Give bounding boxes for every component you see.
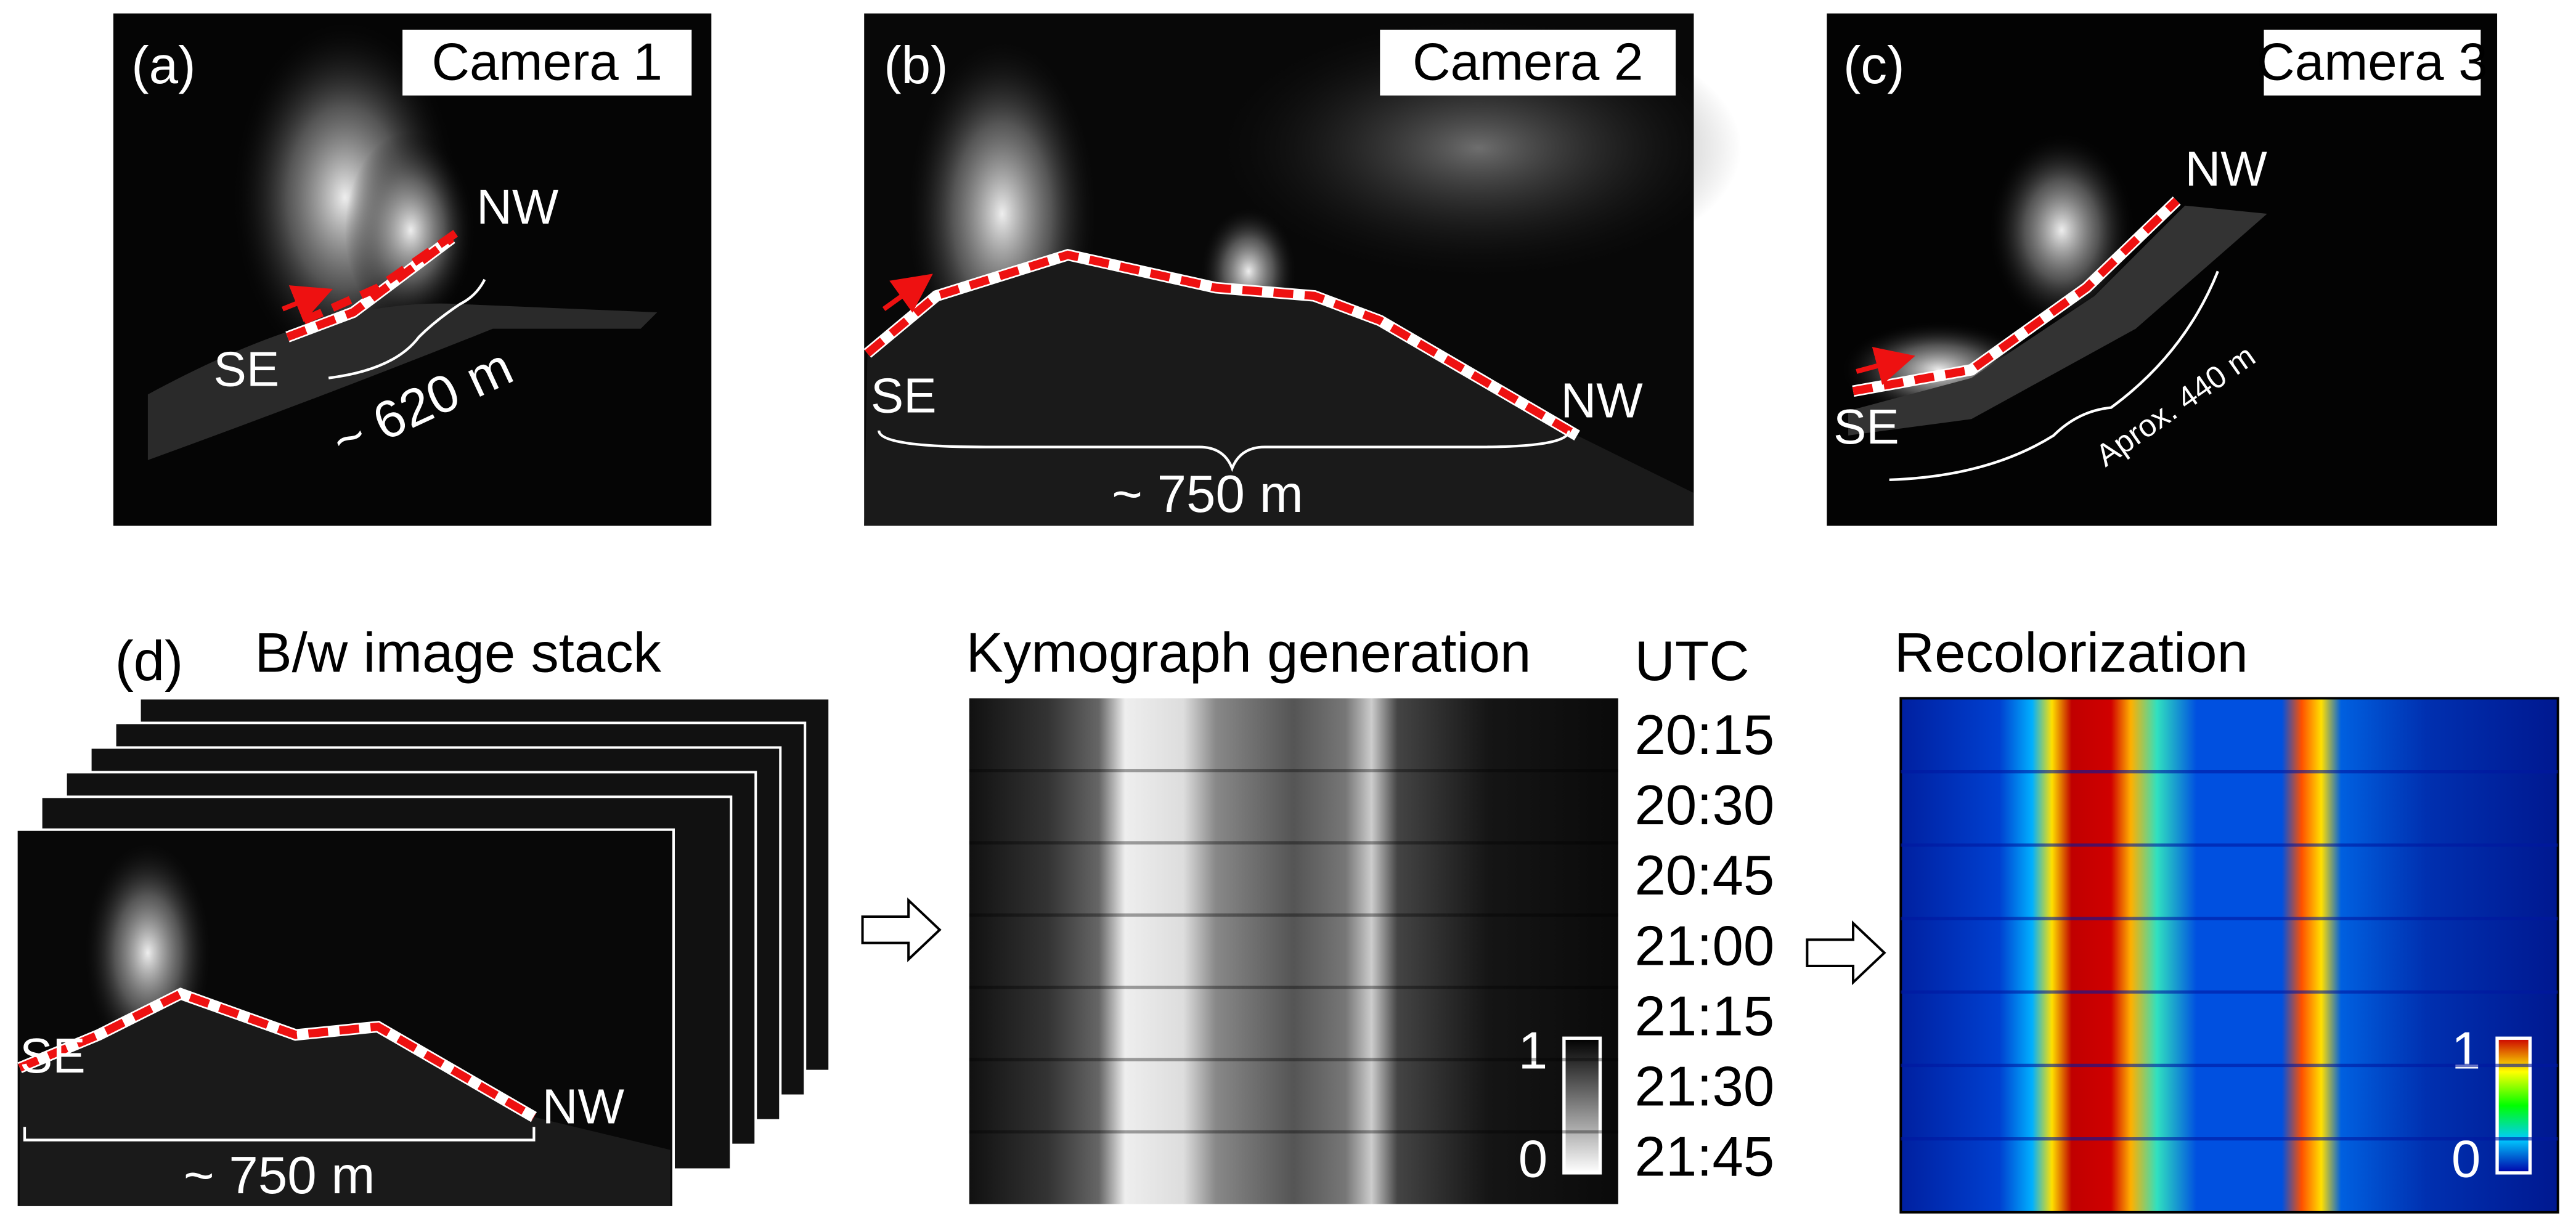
time-label: 20:30 bbox=[1634, 774, 1774, 837]
panel-c: (c) Camera 3 SE NW Aprox. 440 m bbox=[1827, 13, 2498, 526]
camera-label: Camera 1 bbox=[431, 33, 662, 92]
time-label: 21:00 bbox=[1634, 915, 1774, 977]
ridge bbox=[19, 994, 670, 1206]
time-label: 21:30 bbox=[1634, 1056, 1774, 1118]
flow-arrow bbox=[1806, 920, 1886, 986]
start-label: SE bbox=[214, 342, 280, 397]
ridge bbox=[147, 303, 658, 460]
start-label: SE bbox=[20, 1028, 86, 1083]
distance-label: ~ 750 m bbox=[1112, 465, 1303, 524]
time-label: 21:45 bbox=[1634, 1126, 1774, 1188]
kymograph-image bbox=[969, 698, 1618, 1204]
colorbar-max: 1 bbox=[1518, 1021, 1547, 1080]
kymograph: Kymograph generation UTC 1 0 20:15 20:30 2… bbox=[966, 622, 1774, 1204]
image-stack: (d) B/w image stack SE NW ~ 750 m bbox=[15, 622, 831, 1209]
brace bbox=[878, 430, 1570, 473]
end-label: NW bbox=[2185, 142, 2268, 197]
camera-box bbox=[402, 30, 692, 96]
colorbar bbox=[1562, 1036, 1602, 1175]
direction-arrow bbox=[282, 285, 333, 322]
direction-arrow bbox=[882, 274, 933, 313]
recolorization: Recolorization 1 0 bbox=[1894, 622, 2559, 1214]
time-label: 20:45 bbox=[1634, 845, 1774, 907]
camera-label: Camera 3 bbox=[2257, 33, 2488, 92]
end-label: NW bbox=[1561, 373, 1644, 428]
panel-label: (d) bbox=[115, 630, 184, 692]
panel-a: (a) Camera 1 SE NW ~ 620 m bbox=[113, 13, 712, 526]
camera-box bbox=[1380, 30, 1676, 96]
flow-arrow bbox=[861, 897, 942, 962]
panel-label: (c) bbox=[1843, 36, 1904, 95]
camera-box bbox=[2264, 30, 2481, 96]
start-label: SE bbox=[871, 368, 937, 423]
time-header: UTC bbox=[1634, 630, 1749, 692]
transect bbox=[286, 235, 455, 341]
distance-label: ~ 750 m bbox=[184, 1146, 375, 1205]
transect bbox=[865, 250, 1579, 439]
time-label: 20:15 bbox=[1634, 704, 1774, 766]
brace bbox=[328, 278, 486, 379]
transect bbox=[18, 989, 536, 1121]
colorbar-min: 0 bbox=[1518, 1130, 1547, 1188]
start-label: SE bbox=[1833, 399, 1899, 454]
direction-arrow bbox=[1856, 347, 1915, 385]
ridge bbox=[864, 254, 1694, 526]
panel-b: (b) Camera 2 SE NW ~ 750 m bbox=[863, 13, 1742, 526]
stack-title: B/w image stack bbox=[255, 622, 661, 684]
colorbar bbox=[2495, 1036, 2532, 1175]
recolor-image bbox=[1899, 697, 2559, 1214]
panel-label: (b) bbox=[884, 36, 948, 95]
kymograph-title: Kymograph generation bbox=[966, 622, 1531, 684]
end-label: NW bbox=[476, 179, 559, 234]
colorbar-max: 1 bbox=[2452, 1021, 2480, 1080]
end-label: NW bbox=[542, 1079, 625, 1134]
transect bbox=[302, 227, 463, 325]
bracket bbox=[23, 1127, 536, 1142]
time-label: 21:15 bbox=[1634, 985, 1774, 1047]
camera-label: Camera 2 bbox=[1412, 33, 1644, 92]
panel-label: (a) bbox=[131, 36, 195, 95]
recolor-title: Recolorization bbox=[1894, 622, 2248, 684]
plume bbox=[344, 131, 477, 329]
transect bbox=[1852, 197, 2180, 395]
brace bbox=[1889, 270, 2219, 482]
